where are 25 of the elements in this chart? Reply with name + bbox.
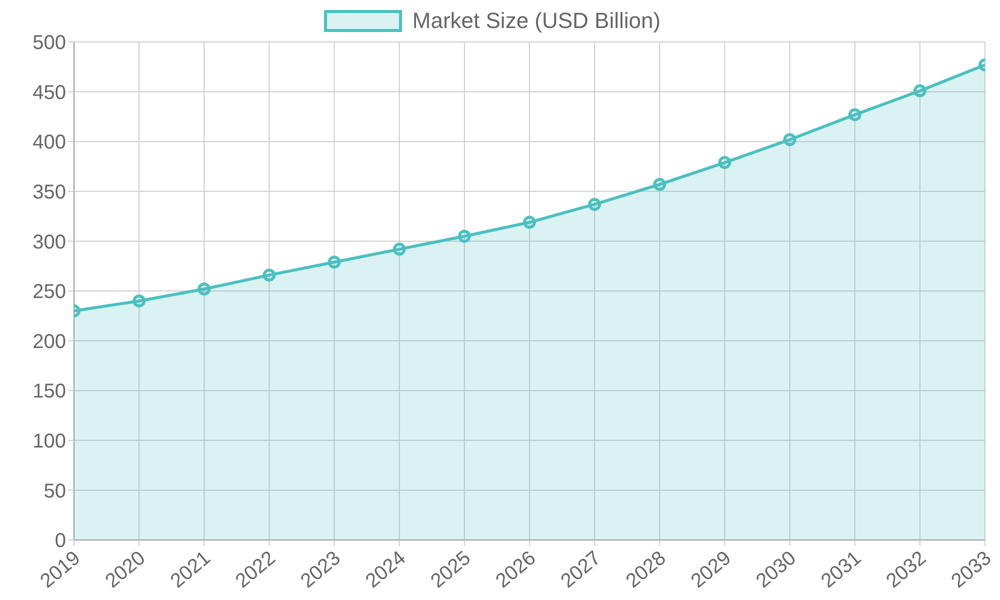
point — [262, 268, 276, 282]
point — [523, 216, 536, 229]
point — [913, 84, 926, 98]
y-tick-label: 200 — [32, 330, 66, 353]
point — [848, 108, 862, 122]
point — [458, 230, 471, 243]
point — [392, 242, 406, 256]
y-tick-label: 450 — [32, 82, 66, 104]
y-tick-label: 150 — [32, 380, 66, 403]
point — [588, 198, 602, 211]
y-tick-label: 500 — [32, 32, 66, 54]
point — [783, 133, 796, 146]
y-tick-label: 350 — [32, 182, 66, 204]
y-tick-label: 50 — [44, 480, 66, 502]
point — [328, 256, 341, 269]
y-tick-label: 100 — [32, 430, 66, 452]
y-tick-label: 400 — [32, 132, 66, 154]
point — [718, 156, 732, 170]
y-tick-label: 0 — [54, 530, 66, 552]
point — [132, 294, 146, 308]
legend-label: Market Size (USD Billion) — [412, 8, 661, 34]
point — [653, 178, 666, 191]
y-tick-label: 300 — [32, 231, 66, 254]
y-tick-label: 250 — [32, 281, 66, 304]
point — [198, 282, 211, 296]
